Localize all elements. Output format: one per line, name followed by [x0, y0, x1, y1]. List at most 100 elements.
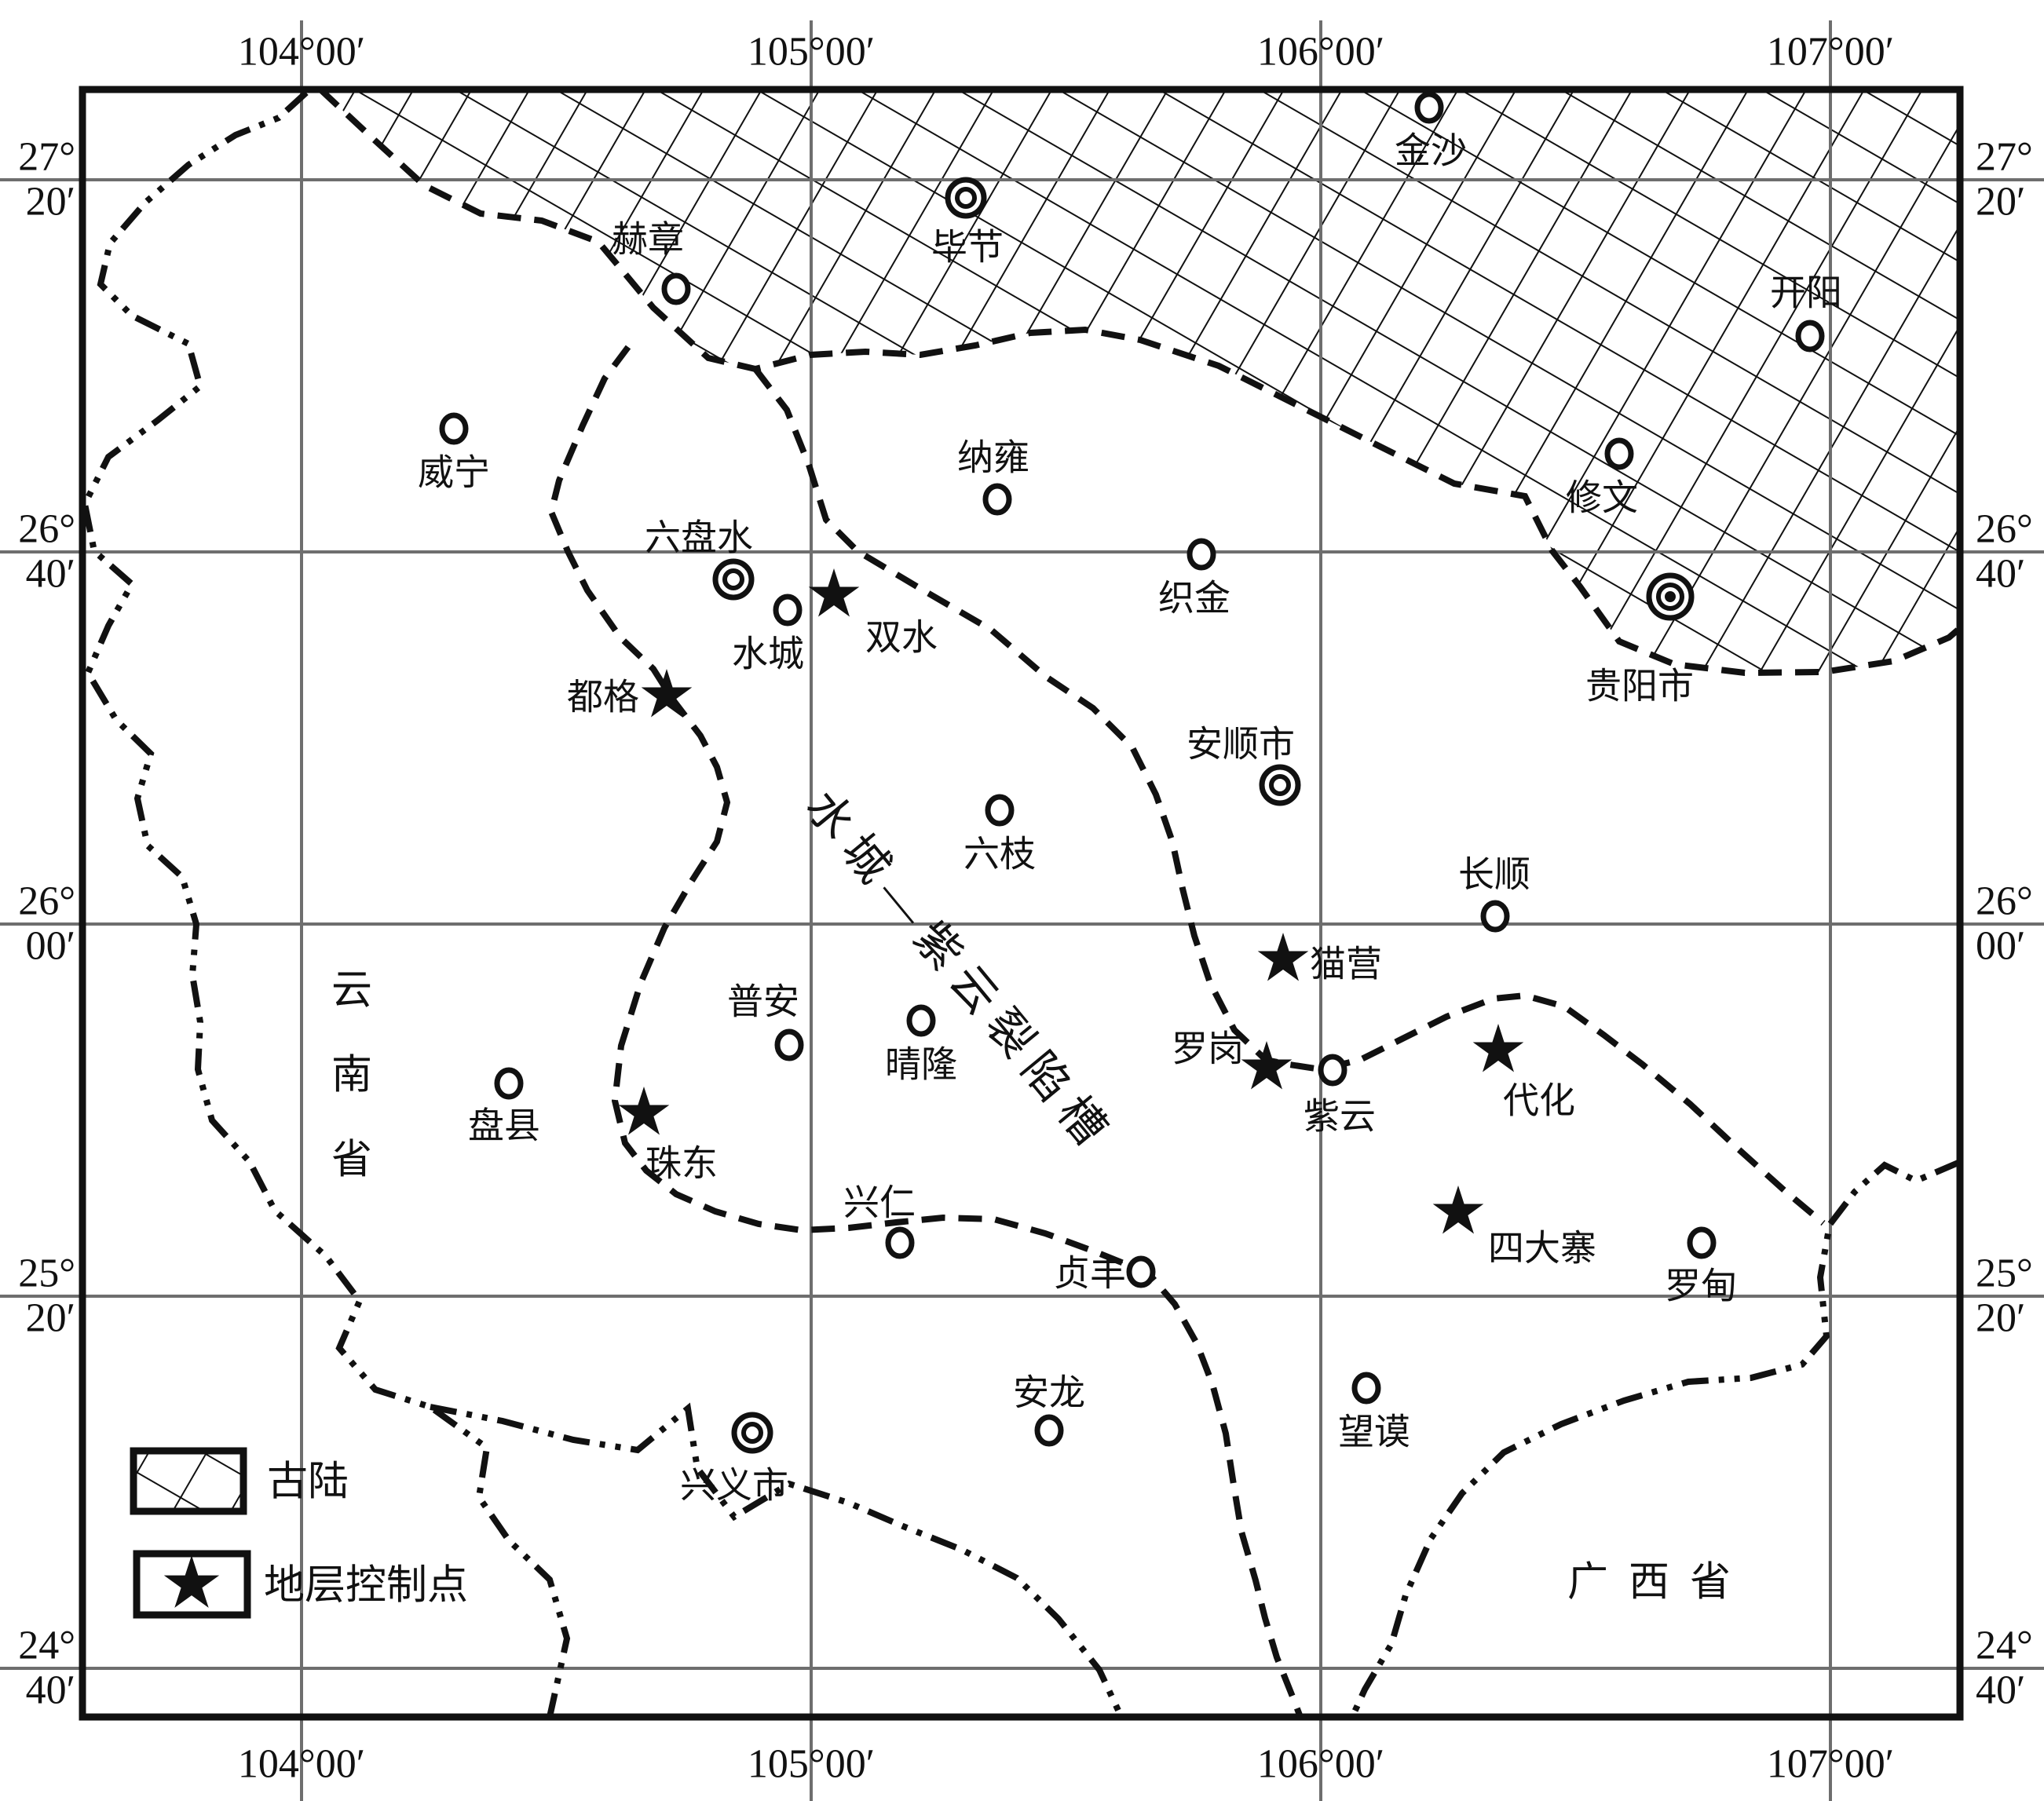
city-marker-double-inner — [741, 1422, 763, 1444]
city-label-罗甸: 罗甸 — [1665, 1266, 1737, 1306]
city-label-六枝: 六枝 — [963, 835, 1036, 875]
city-marker-circle — [1126, 1255, 1156, 1288]
city-label-紫云: 紫云 — [1304, 1097, 1376, 1137]
city-label-盘县: 盘县 — [468, 1106, 540, 1146]
city-marker-double-inner — [955, 187, 977, 209]
city-织金: 织金 — [1158, 538, 1230, 619]
province-label-云南省: 云南省 — [331, 969, 372, 1183]
axis-label-latitude-left: 40′ — [26, 552, 75, 597]
axis-label-latitude-left: 27° — [18, 135, 75, 180]
city-金沙: 金沙 — [1395, 91, 1467, 171]
city-修文: 修文 — [1566, 437, 1638, 518]
city-marker-circle — [985, 794, 1015, 827]
axis-label-latitude-left: 40′ — [26, 1668, 75, 1713]
control-point-star-icon — [618, 1087, 670, 1135]
legend-star-icon — [163, 1555, 220, 1608]
axis-label-longitude-bottom: 106°00′ — [1257, 1742, 1384, 1787]
axis-label-latitude-right: 40′ — [1976, 552, 2025, 597]
axis-label-latitude-right: 40′ — [1976, 1668, 2025, 1713]
axis-label-latitude-right: 25° — [1976, 1251, 2033, 1296]
map-frame-border — [79, 86, 1964, 1721]
axis-label-latitude-left: 20′ — [26, 180, 75, 225]
control-point-star-icon — [1241, 1041, 1293, 1090]
province-label-char: 省 — [1690, 1561, 1731, 1606]
axis-label-latitude-left: 26° — [18, 507, 75, 552]
city-label-金沙: 金沙 — [1395, 131, 1467, 171]
city-六枝: 六枝 — [963, 794, 1036, 875]
city-双水: 双水 — [808, 568, 938, 658]
city-紫云: 紫云 — [1304, 1054, 1376, 1137]
province-label-char: 广 — [1567, 1561, 1608, 1606]
city-marker-double-inner — [1269, 774, 1291, 796]
city-marker-circle — [1687, 1226, 1717, 1259]
city-marker-circle — [885, 1226, 915, 1259]
city-label-贞丰: 贞丰 — [1054, 1254, 1126, 1294]
city-晴隆: 晴隆 — [885, 1004, 957, 1085]
city-marker-circle — [773, 594, 803, 627]
city-label-猫营: 猫营 — [1310, 944, 1382, 985]
city-label-水城: 水城 — [732, 634, 804, 674]
city-赫章: 赫章 — [612, 220, 691, 305]
control-point-star-icon — [1432, 1185, 1484, 1234]
axis-label-latitude-right: 20′ — [1976, 180, 2025, 225]
city-开阳: 开阳 — [1770, 273, 1842, 353]
city-marker-circle — [1414, 91, 1444, 124]
axis-label-longitude-bottom: 104°00′ — [238, 1742, 365, 1787]
legend-ancient-land-swatch — [130, 1447, 247, 1515]
control-point-star-icon — [1257, 933, 1309, 981]
legend-control-point-label: 地层控制点 — [264, 1564, 468, 1609]
city-盘县: 盘县 — [468, 1067, 540, 1146]
graticule-grid — [0, 20, 2044, 1801]
city-label-代化: 代化 — [1503, 1081, 1575, 1121]
city-marker-circle — [1351, 1372, 1381, 1405]
city-毕节: 毕节 — [931, 177, 1004, 268]
city-安顺市: 安顺市 — [1187, 725, 1301, 806]
city-label-贵阳市: 贵阳市 — [1585, 667, 1694, 707]
city-label-双水: 双水 — [865, 618, 938, 658]
axis-label-longitude-bottom: 105°00′ — [748, 1742, 875, 1787]
city-普安: 普安 — [727, 982, 804, 1061]
city-label-兴义市: 兴义市 — [680, 1466, 788, 1506]
city-marker-circle — [439, 412, 469, 445]
city-贵阳市: 贵阳市 — [1585, 572, 1695, 707]
control-point-star-icon — [808, 568, 860, 617]
city-label-威宁: 威宁 — [418, 453, 490, 493]
ancient-land-hatched-region — [320, 90, 1960, 673]
axis-label-latitude-left: 24° — [18, 1624, 75, 1668]
city-marker-circle — [1604, 437, 1634, 470]
axis-label-longitude-top: 106°00′ — [1257, 30, 1384, 75]
city-marker-circle — [906, 1004, 936, 1037]
city-四大寨: 四大寨 — [1432, 1185, 1596, 1269]
axis-label-latitude-right: 00′ — [1976, 924, 2025, 969]
axis-label-latitude-right: 27° — [1976, 135, 2033, 180]
city-label-安龙: 安龙 — [1013, 1373, 1085, 1413]
city-威宁: 威宁 — [418, 412, 490, 493]
city-望谟: 望谟 — [1338, 1372, 1410, 1452]
axis-label-latitude-right: 20′ — [1976, 1296, 2025, 1341]
city-猫营: 猫营 — [1257, 933, 1382, 985]
city-marker-circle — [1034, 1414, 1064, 1447]
city-水城: 水城 — [732, 594, 804, 674]
city-label-珠东: 珠东 — [645, 1144, 718, 1184]
province-label-广西省: 广西省 — [1567, 1561, 1731, 1606]
province-boundary-yunnan — [82, 90, 571, 1717]
axis-label-longitude-bottom: 107°00′ — [1767, 1742, 1894, 1787]
city-label-晴隆: 晴隆 — [885, 1045, 957, 1085]
axis-label-latitude-right: 26° — [1976, 507, 2033, 552]
axis-label-latitude-left: 25° — [18, 1251, 75, 1296]
city-label-安顺市: 安顺市 — [1187, 725, 1295, 765]
city-label-毕节: 毕节 — [931, 228, 1004, 268]
city-marker-circle — [1795, 320, 1825, 353]
province-label-char: 南 — [331, 1054, 372, 1098]
rift-trough-boundary-northeast — [752, 367, 1826, 1226]
city-纳雍: 纳雍 — [957, 438, 1029, 516]
city-罗甸: 罗甸 — [1665, 1226, 1737, 1306]
province-boundary-south — [430, 1402, 1124, 1717]
city-marker-circle — [494, 1067, 524, 1100]
city-marker-circle — [661, 272, 691, 305]
city-label-赫章: 赫章 — [612, 220, 684, 260]
city-marker-circle — [1318, 1054, 1347, 1087]
city-label-修文: 修文 — [1566, 478, 1638, 518]
